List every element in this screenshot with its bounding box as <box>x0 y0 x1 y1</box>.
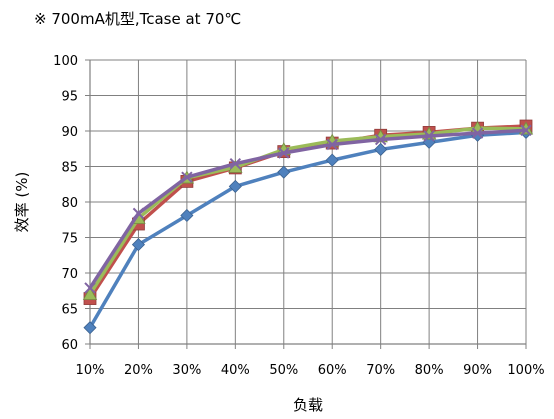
series-3-point <box>229 157 242 170</box>
series-0-point <box>180 208 194 223</box>
series-3-point <box>326 138 338 151</box>
x-axis-label: 负载 <box>293 396 323 414</box>
x-tick-label: 80% <box>415 363 444 378</box>
x-tick-label: 40% <box>221 363 250 378</box>
series-3 <box>84 124 532 294</box>
series-0-line <box>88 130 528 330</box>
y-tick-label: 80 <box>61 196 78 211</box>
y-tick-label: 95 <box>61 90 78 105</box>
series-0-point <box>83 321 97 335</box>
series-3-line <box>88 128 528 290</box>
series-3-point <box>181 171 193 183</box>
x-tick-label: 60% <box>318 363 347 378</box>
x-tick-label: 70% <box>366 363 395 378</box>
y-tick-label: 60 <box>61 338 78 353</box>
series-0 <box>83 125 533 335</box>
series-3-point <box>278 147 290 159</box>
x-tick-label: 100% <box>507 363 544 378</box>
y-tick-label: 100 <box>53 54 78 69</box>
series-2-line <box>88 126 528 297</box>
series-layer <box>82 119 534 335</box>
series-3-point <box>84 282 96 294</box>
series-3-point <box>423 130 435 142</box>
x-tick-label: 50% <box>269 363 298 378</box>
series-2-point <box>82 286 98 300</box>
series-0-point <box>325 153 339 167</box>
y-tick-label: 85 <box>61 161 78 176</box>
x-tick-label: 90% <box>463 363 492 378</box>
y-axis-label: 效率 (%) <box>13 172 31 233</box>
chart-title: ※ 700mA机型,Tcase at 70℃ <box>34 10 242 28</box>
x-tick-label: 30% <box>172 363 201 378</box>
tick-labels: 60 65 70 75 80 85 90 95 100 10% 20% 30% 40% 50% 60% 70%… <box>53 54 544 378</box>
x-tick-label: 20% <box>124 363 153 378</box>
series-3-point <box>520 124 532 136</box>
series-0-point <box>277 165 291 179</box>
y-tick-label: 70 <box>61 267 78 282</box>
series-0-point <box>131 238 146 252</box>
series-3-point <box>374 133 387 146</box>
y-tick-label: 90 <box>61 125 78 140</box>
series-0-point <box>228 179 242 193</box>
y-tick-label: 75 <box>61 232 78 247</box>
x-tick-label: 10% <box>76 363 105 378</box>
series-3-point <box>471 127 484 139</box>
y-tick-label: 65 <box>61 303 78 318</box>
series-0-point <box>374 142 388 157</box>
series-3-point <box>132 207 145 220</box>
